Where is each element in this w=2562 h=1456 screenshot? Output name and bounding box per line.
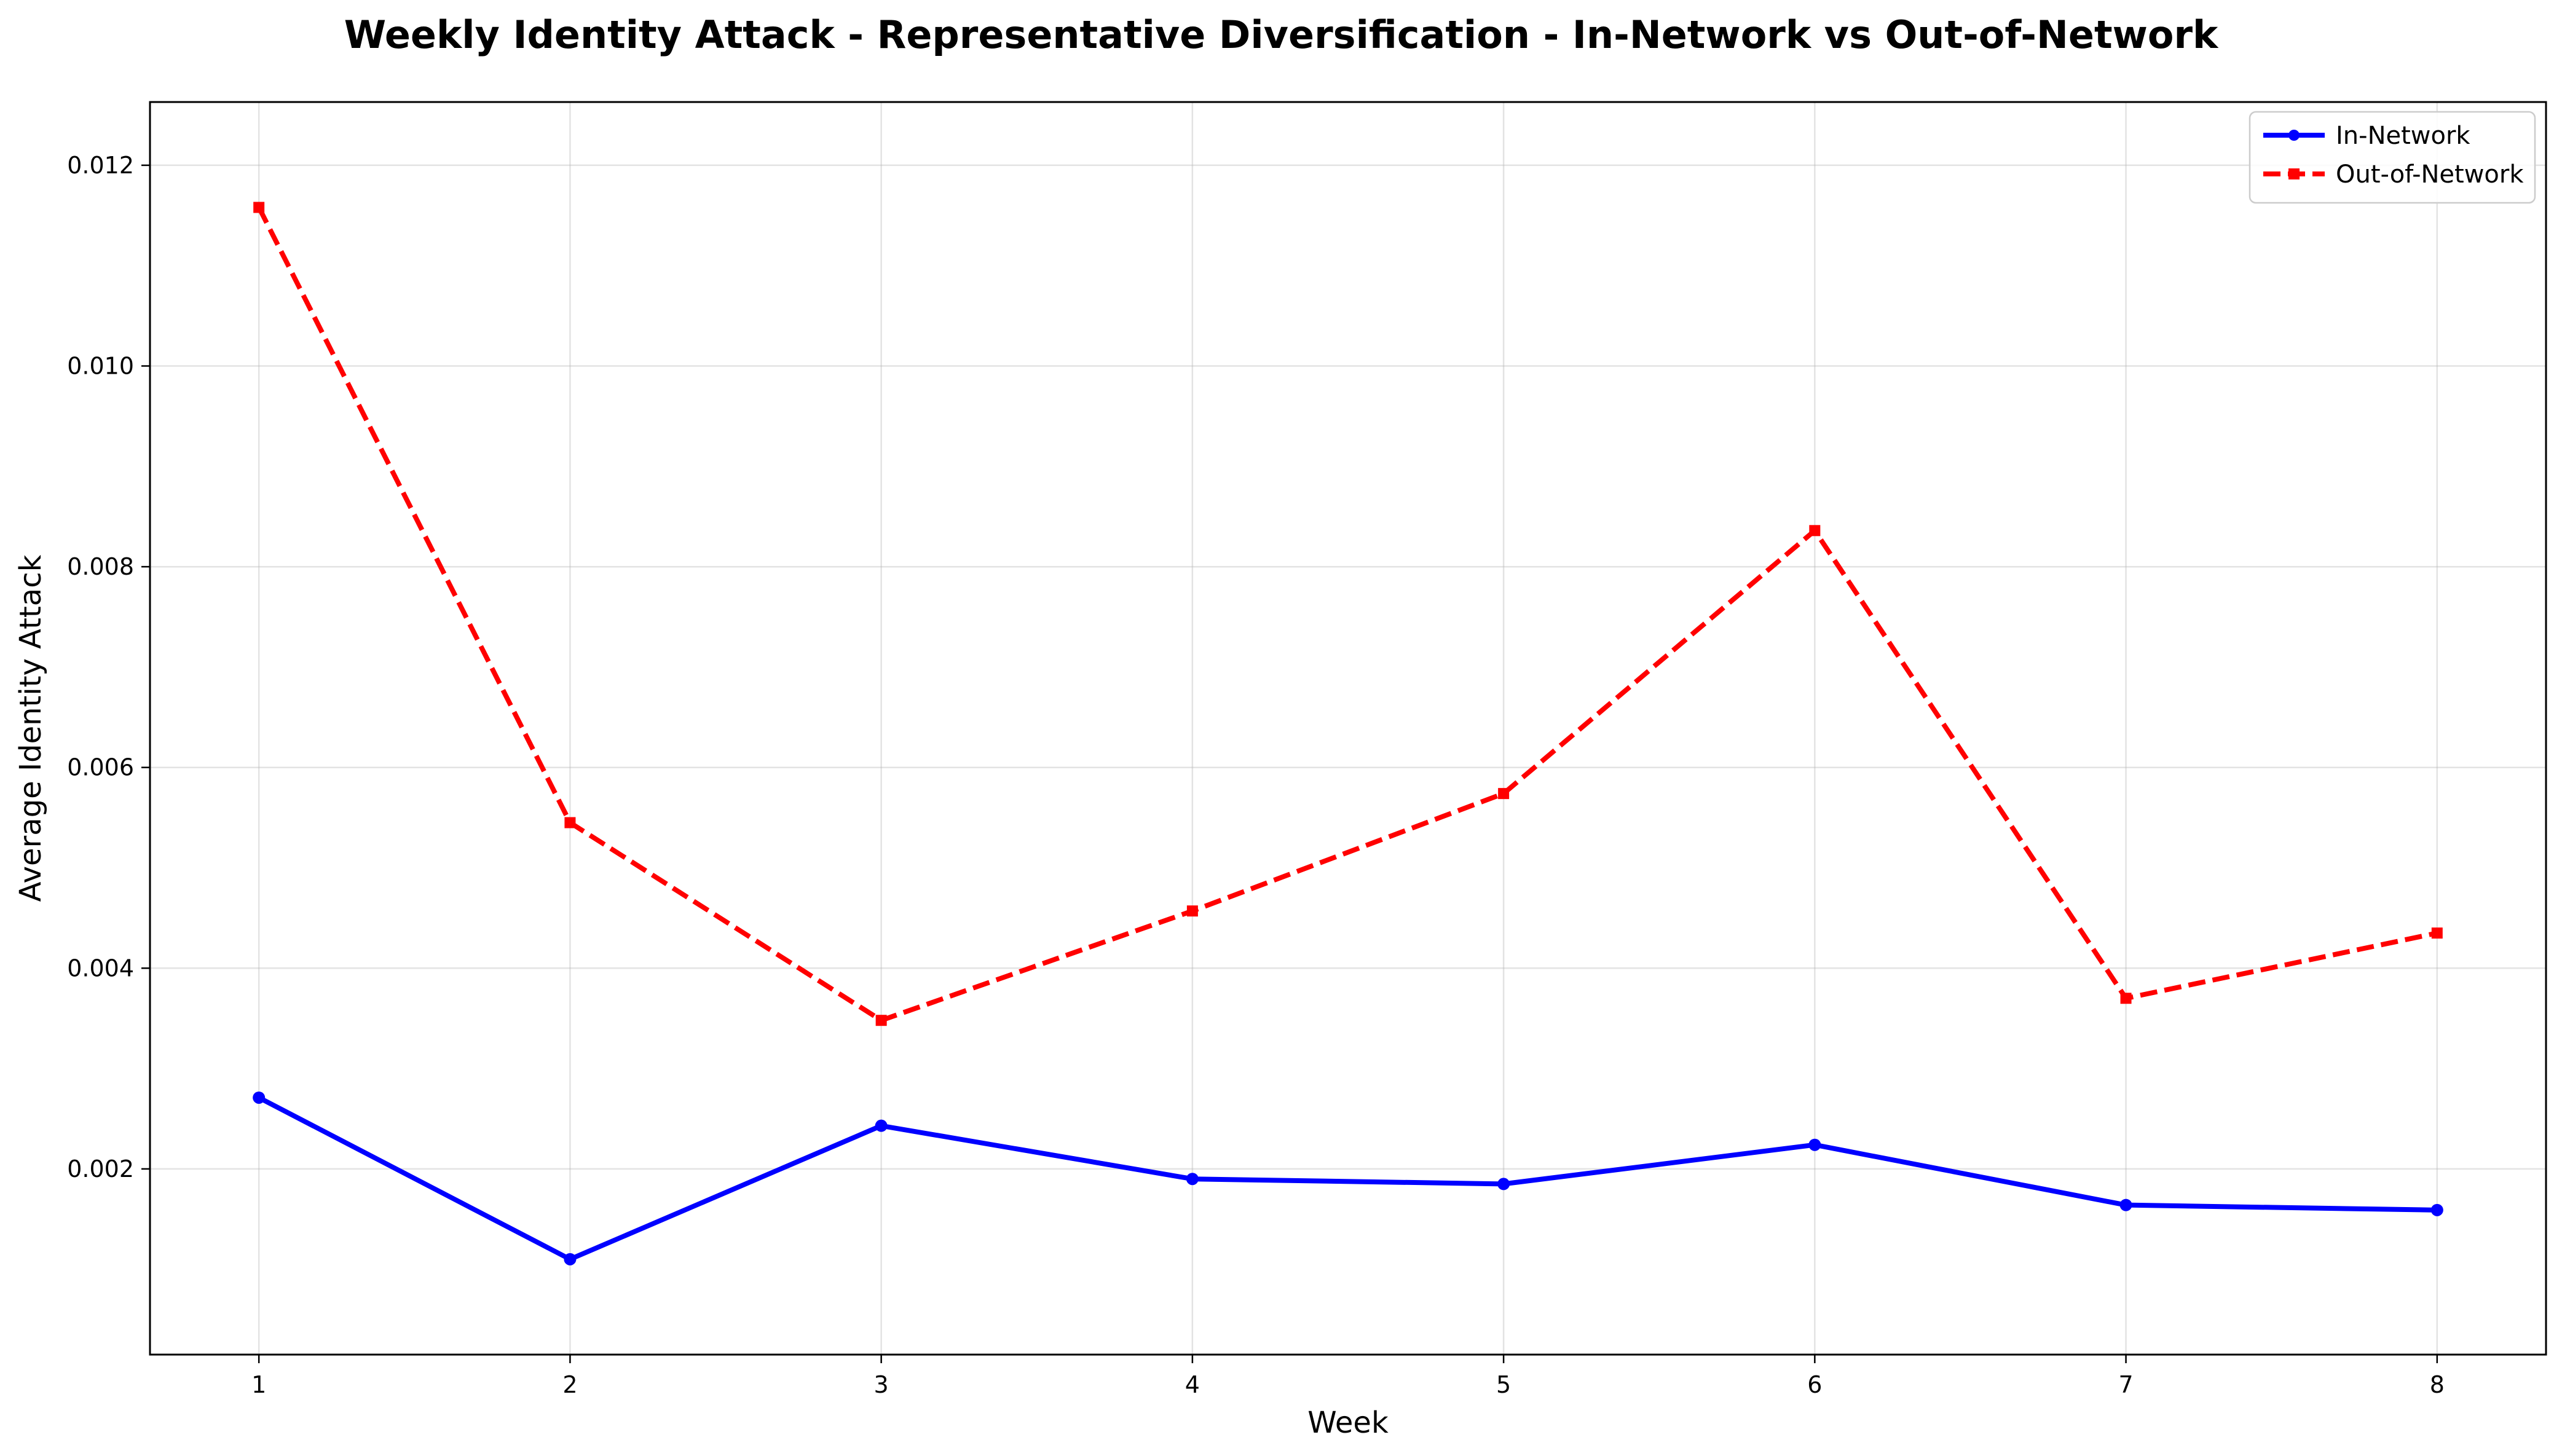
data-point-out-of-network bbox=[1809, 525, 1821, 537]
data-point-out-of-network bbox=[1498, 788, 1510, 800]
y-tick-label: 0.012 bbox=[67, 152, 134, 179]
data-point-in-network bbox=[2119, 1198, 2132, 1211]
data-point-in-network bbox=[2430, 1203, 2443, 1216]
x-axis-label: Week bbox=[1307, 1406, 1389, 1440]
x-tick-label: 2 bbox=[562, 1371, 577, 1398]
data-point-out-of-network bbox=[2120, 993, 2132, 1004]
plot-frame bbox=[149, 101, 2547, 1356]
x-tick-label: 8 bbox=[2430, 1371, 2445, 1398]
series-line-in-network bbox=[258, 1095, 2437, 1262]
y-tick-label: 0.002 bbox=[67, 1155, 134, 1183]
data-point-out-of-network bbox=[875, 1015, 887, 1026]
data-point-in-network bbox=[564, 1253, 577, 1265]
x-tick-label: 4 bbox=[1185, 1371, 1200, 1398]
data-point-in-network bbox=[253, 1091, 266, 1104]
data-point-out-of-network bbox=[1186, 905, 1198, 917]
data-point-out-of-network bbox=[564, 817, 576, 828]
ticks-layer: 1 2 3 4 5 6 7 8 0.002 0.004 0.006 0.008 0.010 0.012 bbox=[67, 152, 2445, 1398]
legend-label-in-network: In-Network bbox=[2336, 122, 2470, 150]
series-line-out-of-network bbox=[256, 206, 2438, 1023]
series-layer bbox=[253, 202, 2443, 1265]
y-tick-label: 0.004 bbox=[67, 954, 134, 982]
legend-label-out-of-network: Out-of-Network bbox=[2336, 160, 2524, 189]
data-point-in-network bbox=[875, 1119, 888, 1132]
data-point-out-of-network bbox=[2431, 927, 2443, 939]
data-point-in-network bbox=[1186, 1173, 1199, 1186]
x-tick-label: 7 bbox=[2118, 1371, 2133, 1398]
grid-layer bbox=[150, 102, 2546, 1355]
x-tick-label: 3 bbox=[874, 1371, 889, 1398]
legend-marker-out-of-network bbox=[2288, 168, 2300, 179]
x-tick-label: 6 bbox=[1807, 1371, 1822, 1398]
legend-marker-in-network bbox=[2288, 130, 2300, 141]
data-point-in-network bbox=[1497, 1178, 1510, 1190]
x-tick-label: 1 bbox=[251, 1371, 266, 1398]
x-tick-label: 5 bbox=[1496, 1371, 1511, 1398]
y-tick-label: 0.010 bbox=[67, 352, 134, 379]
data-point-out-of-network bbox=[253, 202, 265, 213]
chart-title: Weekly Identity Attack - Representative … bbox=[344, 12, 2219, 57]
data-point-in-network bbox=[1808, 1138, 1821, 1151]
y-tick-label: 0.008 bbox=[67, 553, 134, 580]
y-axis-label: Average Identity Attack bbox=[14, 554, 48, 902]
y-tick-label: 0.006 bbox=[67, 754, 134, 781]
legend: In-Network Out-of-Network bbox=[2249, 111, 2536, 204]
